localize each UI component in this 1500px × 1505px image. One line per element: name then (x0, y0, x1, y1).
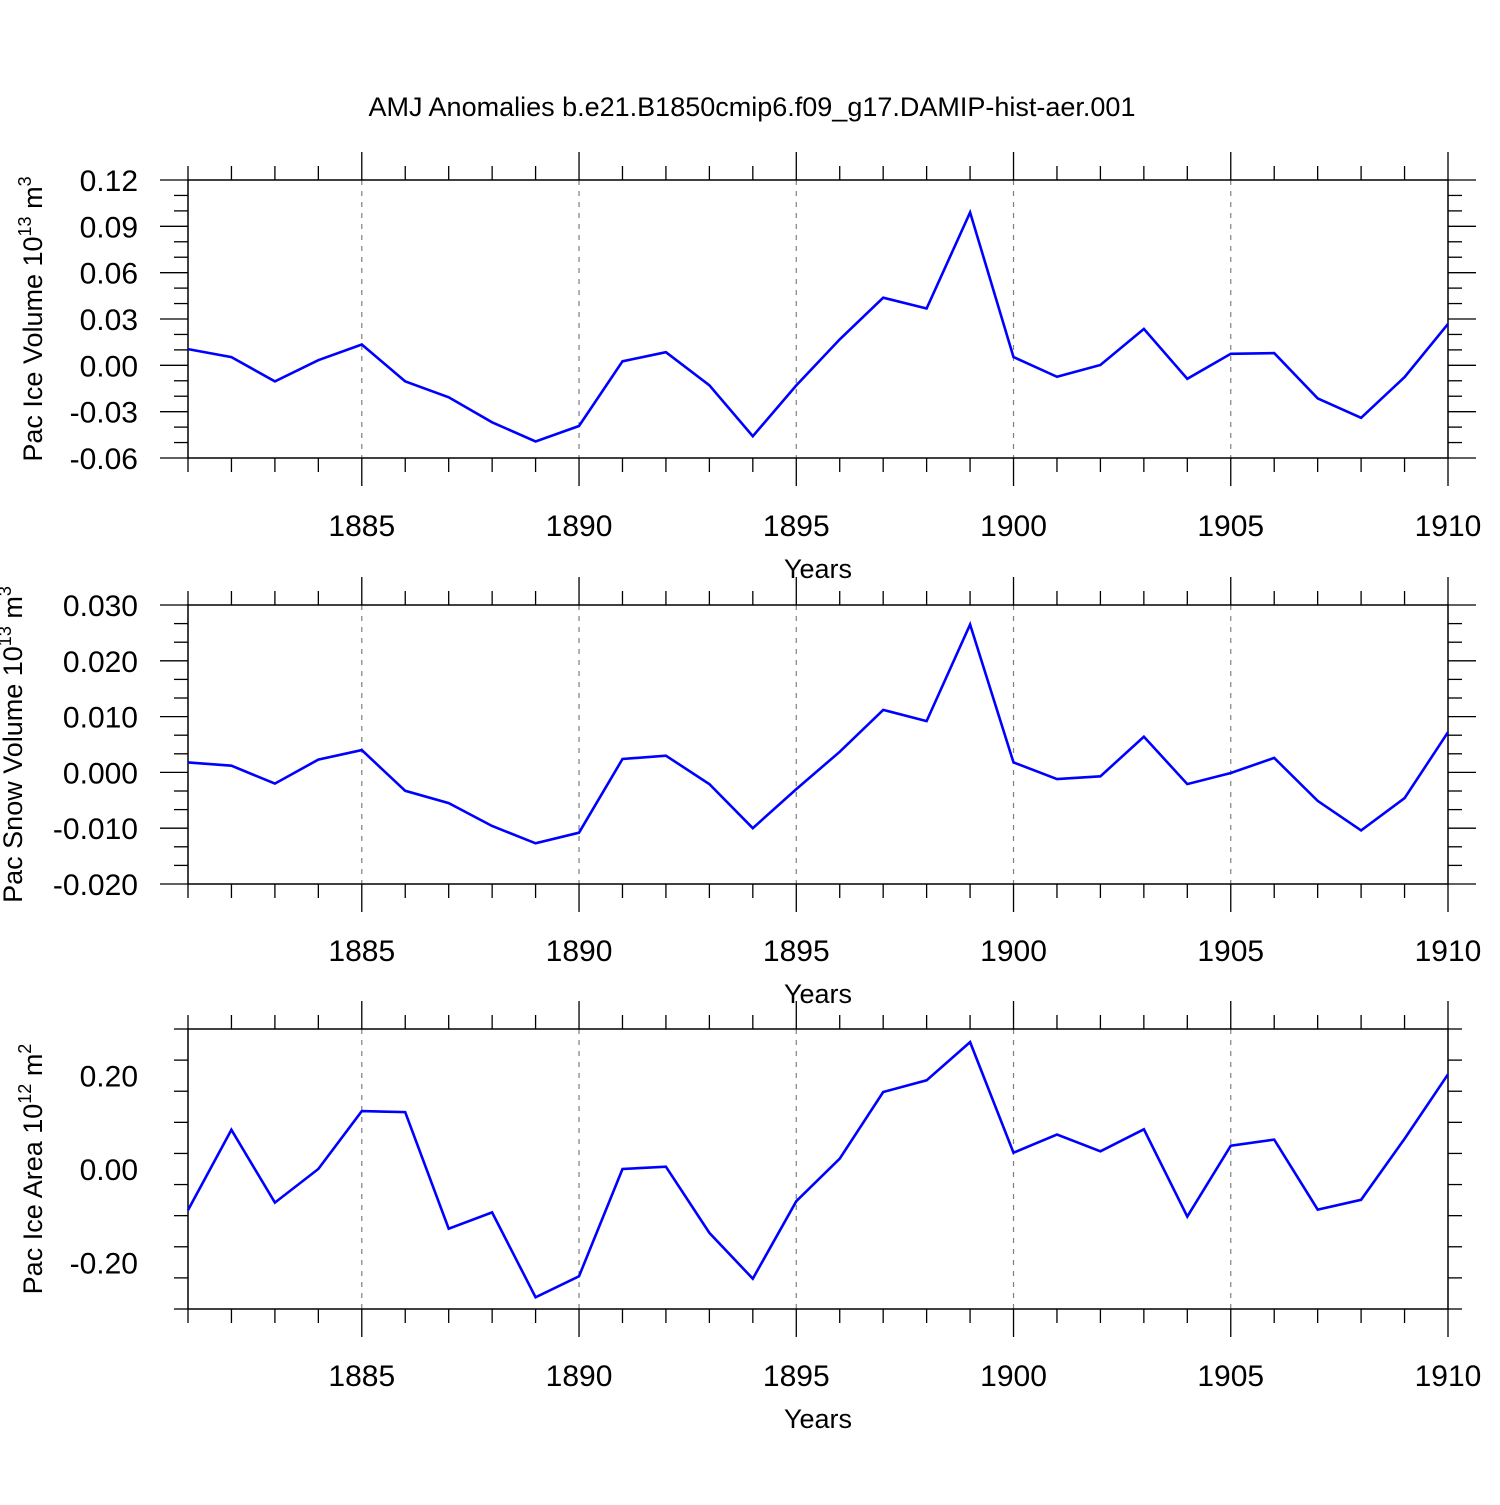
x-axis-label: Years (784, 979, 852, 1009)
panel-3: 1885 1890 1895 1900 1905 1910 Years 0.20 0.00 -0.… (15, 1001, 1481, 1434)
y-tick-label: 0.20 (80, 1061, 138, 1094)
x-tick-label: 1910 (1415, 935, 1482, 968)
y-tick-label: -0.20 (70, 1247, 138, 1280)
y-tick-label: 0.06 (80, 258, 138, 291)
x-axis-label: Years (784, 554, 852, 584)
y-tick-label: -0.020 (53, 869, 138, 902)
panel-2: 1885 1890 1895 1900 1905 1910 Years 0.030 0.020 0… (0, 577, 1481, 1009)
x-tick-label: 1890 (546, 510, 613, 543)
x-tick-label: 1900 (980, 935, 1047, 968)
y-axis-label-text: Pac Ice Area 10 (18, 1104, 48, 1295)
y-axis-label-text: Pac Snow Volume 10 (0, 646, 28, 903)
x-tick-label: 1905 (1197, 935, 1264, 968)
x-tick-label: 1895 (763, 1360, 830, 1393)
y-axis-label-exponent: 13 (15, 216, 35, 236)
y-axis-label: Pac Snow Volume 1013 m3 (0, 586, 28, 903)
series-line (187, 208, 1450, 443)
x-tick-label: 1910 (1415, 1360, 1482, 1393)
x-tick-label: 1900 (980, 510, 1047, 543)
y-axis-label: Pac Ice Volume 1013 m3 (15, 176, 48, 461)
x-tick-label: 1890 (546, 1360, 613, 1393)
series-line (187, 620, 1450, 845)
x-tick-label: 1895 (763, 510, 830, 543)
y-axis-label-unit-exponent: 3 (0, 586, 15, 596)
figure-title: AMJ Anomalies b.e21.B1850cmip6.f09_g17.D… (369, 92, 1136, 122)
x-tick-label: 1885 (328, 935, 395, 968)
y-axis-label-exponent: 13 (0, 626, 15, 646)
y-axis-label-text: Pac Ice Volume 10 (18, 236, 48, 461)
y-tick-label: 0.000 (63, 757, 138, 790)
x-tick-label: 1905 (1197, 510, 1264, 543)
y-tick-label: 0.03 (80, 304, 138, 337)
x-tick-label: 1895 (763, 935, 830, 968)
y-axis-label-unit: m (18, 1054, 48, 1084)
y-axis-label-unit-exponent: 2 (15, 1044, 35, 1054)
y-tick-label: 0.020 (63, 646, 138, 679)
y-axis-label-unit: m (18, 186, 48, 216)
y-tick-label: 0.00 (80, 1154, 138, 1187)
y-tick-label: -0.03 (70, 397, 138, 430)
x-axis-label: Years (784, 1404, 852, 1434)
x-tick-label: 1905 (1197, 1360, 1264, 1393)
y-tick-label: 0.00 (80, 350, 138, 383)
plot-frame (187, 1028, 1449, 1310)
y-axis-label-exponent: 12 (15, 1084, 35, 1104)
y-axis-label: Pac Ice Area 1012 m2 (15, 1044, 48, 1295)
x-tick-label: 1910 (1415, 510, 1482, 543)
x-tick-label: 1890 (546, 935, 613, 968)
y-tick-label: 0.030 (63, 590, 138, 623)
x-tick-label: 1900 (980, 1360, 1047, 1393)
panel-1: 1885 1890 1895 1900 1905 1910 Years 0.12 0.09 0.0… (15, 152, 1481, 584)
y-tick-label: 0.09 (80, 211, 138, 244)
x-tick-label: 1885 (328, 1360, 395, 1393)
series-line (186, 1039, 1450, 1300)
y-axis-label-unit: m (0, 596, 28, 626)
y-axis-label-unit-exponent: 3 (15, 176, 35, 186)
panels: 1885 1890 1895 1900 1905 1910 Years 0.12 0.09 0.0… (0, 152, 1481, 1434)
plot-frame (187, 604, 1449, 885)
plot-frame (187, 179, 1449, 459)
y-tick-label: -0.06 (70, 443, 138, 476)
x-tick-label: 1885 (328, 510, 395, 543)
y-tick-label: 0.12 (80, 165, 138, 198)
y-tick-label: 0.010 (63, 702, 138, 735)
y-tick-label: -0.010 (53, 813, 138, 846)
